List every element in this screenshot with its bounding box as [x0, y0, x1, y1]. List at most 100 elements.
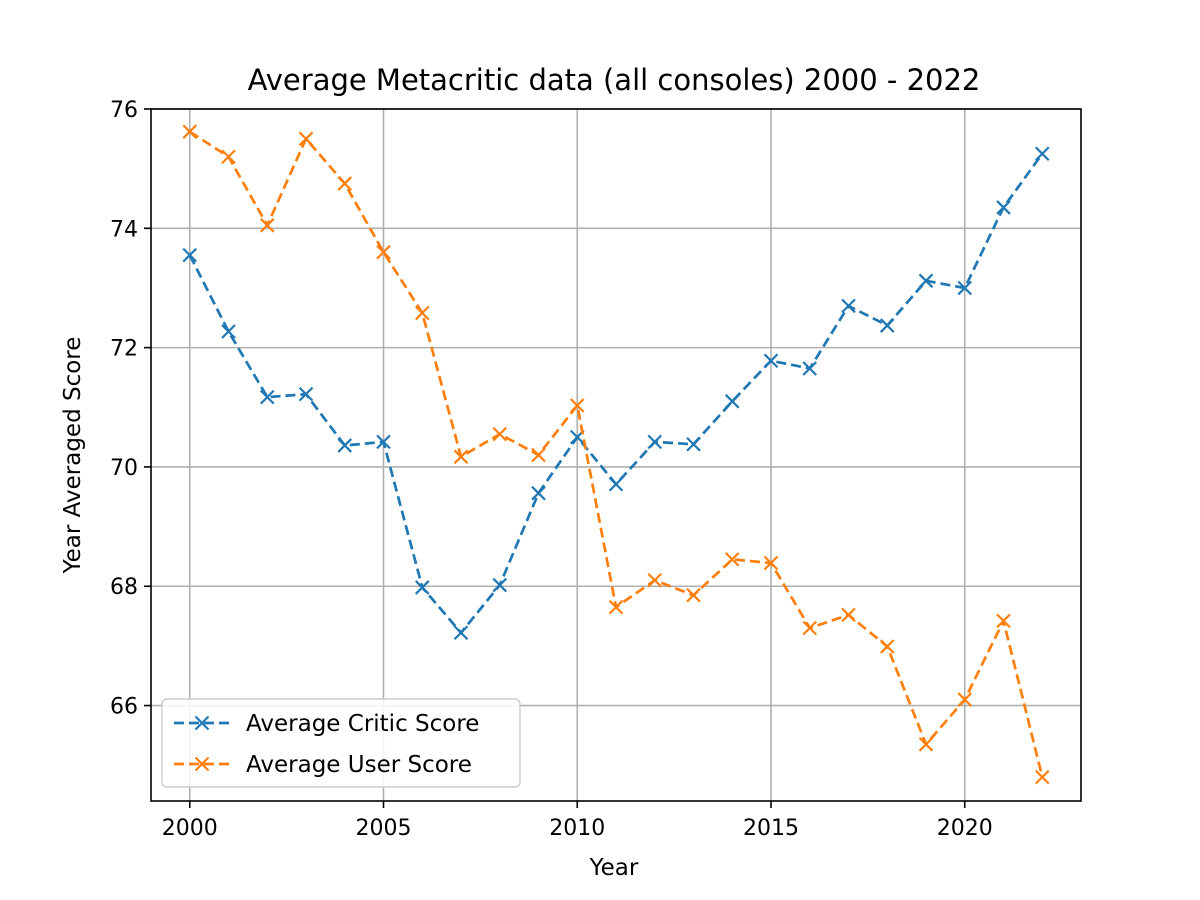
marker-stroke: [492, 426, 508, 442]
legend-marker-average-user-score: [194, 756, 210, 772]
average-critic-score-point: [996, 200, 1011, 215]
marker-stroke: [763, 353, 779, 369]
marker-stroke: [182, 247, 198, 263]
average-user-score-point: [879, 639, 895, 654]
average-critic-score-point: [957, 280, 973, 296]
average-critic-score-line: [188, 152, 1044, 635]
y-tick-label: 74: [110, 217, 138, 242]
average-critic-score-point: [531, 485, 546, 501]
average-critic-score-point: [298, 386, 314, 402]
marker-stroke: [453, 625, 469, 641]
marker-stroke: [1034, 769, 1050, 785]
legend: Average Critic Score Average User Score: [161, 698, 521, 788]
legend-marker-average-critic-score: [194, 715, 210, 731]
average-user-score-point: [724, 552, 740, 567]
axis-ticks: 2000 2005 2010 2015 2020 66 68 70 72 74 76: [110, 98, 993, 841]
marker-stroke: [531, 447, 546, 463]
average-critic-score-point: [182, 247, 198, 263]
marker-stroke: [879, 318, 895, 333]
average-critic-score-point: [879, 318, 895, 333]
marker-stroke: [337, 438, 353, 453]
marker-stroke: [957, 280, 973, 296]
average-user-score-point: [298, 131, 314, 147]
marker-stroke: [337, 176, 353, 191]
average-user-score-point: [376, 244, 391, 260]
marker-stroke: [194, 756, 210, 772]
marker-stroke: [763, 555, 779, 571]
average-user-score-point: [259, 218, 275, 233]
x-tick-label: 2010: [549, 816, 605, 841]
average-user-score-point: [221, 149, 236, 165]
grid: [151, 108, 1081, 801]
marker-stroke: [298, 386, 314, 402]
average-user-score-point: [1034, 769, 1050, 785]
y-tick-label: 66: [110, 695, 138, 720]
average-critic-score-point: [841, 298, 856, 314]
average-critic-score-point: [802, 361, 818, 376]
average-critic-score-point: [918, 273, 934, 289]
average-critic-score-point: [376, 434, 391, 450]
marker-stroke: [608, 476, 624, 492]
series-group: [182, 124, 1050, 785]
marker-stroke: [647, 434, 663, 450]
marker-stroke: [259, 389, 275, 405]
average-user-score-point: [763, 555, 779, 571]
average-critic-score-point: [647, 434, 663, 450]
average-user-score-point: [996, 613, 1011, 629]
y-tick-label: 68: [110, 575, 138, 600]
marker-stroke: [414, 305, 430, 321]
average-critic-score-point: [1034, 146, 1050, 162]
average-user-score-point: [957, 692, 973, 707]
x-tick-label: 2020: [937, 816, 993, 841]
marker-stroke: [569, 398, 585, 413]
marker-stroke: [802, 620, 818, 636]
average-user-score-point: [802, 620, 818, 636]
marker-stroke: [841, 607, 856, 623]
marker-stroke: [1034, 146, 1050, 162]
marker-stroke: [686, 436, 701, 452]
marker-stroke: [376, 244, 391, 260]
average-user-score-point: [337, 176, 353, 191]
marker-stroke: [531, 485, 546, 501]
average-critic-score-point: [453, 625, 469, 641]
marker-stroke: [414, 580, 430, 595]
y-tick-label: 76: [110, 98, 138, 123]
average-user-score-point: [918, 737, 934, 752]
marker-stroke: [918, 737, 934, 752]
average-critic-score-point: [221, 324, 236, 339]
marker-stroke: [802, 361, 818, 376]
marker-stroke: [492, 577, 508, 593]
x-tick-label: 2005: [356, 816, 412, 841]
marker-stroke: [647, 572, 663, 588]
average-user-score-point: [414, 305, 430, 321]
marker-stroke: [879, 639, 895, 654]
marker-stroke: [996, 200, 1011, 215]
marker-stroke: [724, 394, 740, 409]
plot-area: [150, 108, 1082, 802]
marker-stroke: [608, 599, 624, 615]
marker-stroke: [996, 613, 1011, 629]
marker-stroke: [918, 273, 934, 289]
average-user-score-point: [492, 426, 508, 442]
average-user-score-point: [182, 124, 198, 139]
average-critic-score-point: [492, 577, 508, 593]
average-user-score-point: [686, 587, 701, 603]
y-tick-label: 70: [110, 456, 138, 481]
chart-title: Average Metacritic data (all consoles) 2…: [248, 63, 981, 97]
average-critic-score-point: [724, 394, 740, 409]
average-critic-score-point: [259, 389, 275, 405]
marker-stroke: [182, 124, 198, 139]
y-axis-label: Year Averaged Score: [60, 337, 86, 575]
average-critic-score-point: [763, 353, 779, 369]
marker-stroke: [376, 434, 391, 450]
marker-stroke: [221, 324, 236, 339]
average-critic-score-point: [686, 436, 701, 452]
marker-stroke: [724, 552, 740, 567]
marker-stroke: [259, 218, 275, 233]
average-critic-score-point: [414, 580, 430, 595]
marker-stroke: [221, 149, 236, 165]
marker-stroke: [686, 587, 701, 603]
average-critic-score-point: [337, 438, 353, 453]
average-user-score-point: [841, 607, 856, 623]
